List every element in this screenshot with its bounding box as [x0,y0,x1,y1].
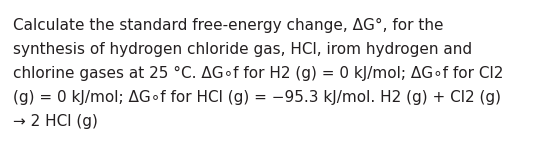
Text: synthesis of hydrogen chloride gas, HCl, irom hydrogen and: synthesis of hydrogen chloride gas, HCl,… [13,42,472,57]
Text: Calculate the standard free-energy change, ΔG°, for the: Calculate the standard free-energy chang… [13,18,444,33]
Text: → 2 HCl (g): → 2 HCl (g) [13,114,98,129]
Text: (g) = 0 kJ/mol; ΔG∘f for HCl (g) = −95.3 kJ/mol. H2 (g) + Cl2 (g): (g) = 0 kJ/mol; ΔG∘f for HCl (g) = −95.3… [13,90,501,105]
Text: chlorine gases at 25 °C. ΔG∘f for H2 (g) = 0 kJ/mol; ΔG∘f for Cl2: chlorine gases at 25 °C. ΔG∘f for H2 (g)… [13,66,503,81]
